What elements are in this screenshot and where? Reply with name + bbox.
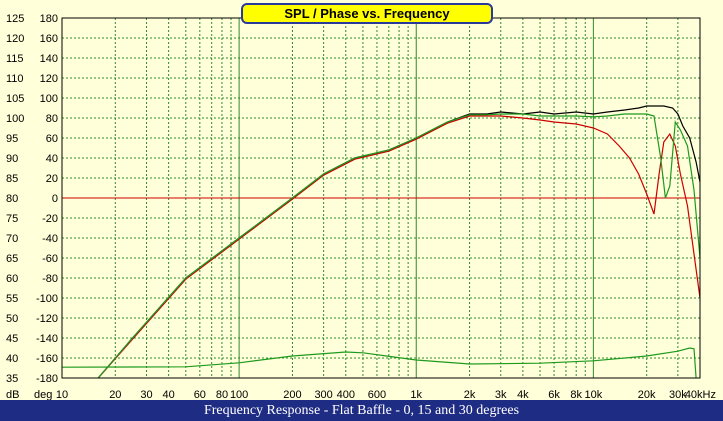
spl-phase-chart: 35 -180 40 -160 45 -140 50 -120 55 -100 60 -80 65 -60… (6, 13, 716, 400)
freq-tick-label: 100 (230, 389, 248, 400)
freq-tick-label: 200 (283, 389, 301, 400)
deg-tick-label: 80 (46, 113, 58, 125)
deg-tick-label: 180 (40, 13, 58, 25)
freq-tick-label: 30 (140, 389, 152, 400)
db-tick-label: 80 (6, 193, 18, 205)
deg-tick-label: -100 (36, 293, 58, 305)
freq-tick-label: 20 (109, 389, 121, 400)
freq-tick-label: 20k (638, 389, 656, 400)
deg-tick-label: 60 (46, 133, 58, 145)
db-unit-label: dB (6, 389, 19, 400)
db-tick-label: 95 (6, 133, 18, 145)
freq-tick-label: 300 (314, 389, 332, 400)
db-tick-label: 110 (6, 73, 24, 85)
deg-tick-label: -20 (42, 213, 58, 225)
series-line-3 (61, 347, 697, 379)
deg-tick-label: 120 (40, 73, 58, 85)
freq-tick-label: 8k (570, 389, 582, 400)
db-tick-label: 40 (6, 353, 18, 365)
deg-tick-label: -160 (36, 353, 58, 365)
freq-tick-label: 30k (669, 389, 687, 400)
deg-tick-label: 100 (40, 93, 58, 105)
db-tick-label: 100 (6, 113, 24, 125)
db-tick-label: 125 (6, 13, 24, 25)
deg-tick-label: -40 (42, 233, 58, 245)
freq-tick-label: 3k (495, 389, 507, 400)
axis-labels: 35 -180 40 -160 45 -140 50 -120 55 -100 60 -80 65 -60… (6, 13, 716, 400)
deg-tick-label: 20 (46, 173, 58, 185)
freq-tick-label: 2k (464, 389, 476, 400)
deg-tick-label: 40 (46, 153, 58, 165)
freq-tick-label: 6k (548, 389, 560, 400)
chart-title: SPL / Phase vs. Frequency (241, 3, 493, 24)
freq-tick-label: 60 (194, 389, 206, 400)
freq-tick-label: 10 (56, 389, 68, 400)
db-tick-label: 55 (6, 293, 18, 305)
db-tick-label: 60 (6, 273, 18, 285)
deg-tick-label: -180 (36, 373, 58, 385)
db-tick-label: 120 (6, 33, 24, 45)
db-tick-label: 105 (6, 93, 24, 105)
deg-tick-label: 0 (52, 193, 58, 205)
freq-tick-label: 4k (517, 389, 529, 400)
deg-tick-label: -60 (42, 253, 58, 265)
freq-tick-label: 40 (163, 389, 175, 400)
deg-tick-label: -80 (42, 273, 58, 285)
series-line-2 (97, 113, 701, 379)
freq-tick-label: 40kHz (685, 389, 716, 400)
db-tick-label: 50 (6, 313, 18, 325)
db-tick-label: 70 (6, 233, 18, 245)
deg-tick-label: -120 (36, 313, 58, 325)
deg-unit-label: deg (34, 389, 52, 400)
freq-tick-label: 1k (410, 389, 422, 400)
db-tick-label: 90 (6, 153, 18, 165)
deg-tick-label: 160 (40, 33, 58, 45)
freq-tick-label: 80 (216, 389, 228, 400)
db-tick-label: 45 (6, 333, 18, 345)
freq-tick-label: 400 (337, 389, 355, 400)
db-tick-label: 35 (6, 373, 18, 385)
db-tick-label: 85 (6, 173, 18, 185)
freq-tick-label: 600 (368, 389, 386, 400)
deg-tick-label: 140 (40, 53, 58, 65)
deg-tick-label: -140 (36, 333, 58, 345)
series-layer (61, 105, 701, 379)
freq-tick-label: 10k (584, 389, 602, 400)
chart-caption: Frequency Response - Flat Baffle - 0, 15… (0, 400, 723, 421)
db-tick-label: 75 (6, 213, 18, 225)
series-line-1 (97, 115, 701, 379)
db-tick-label: 65 (6, 253, 18, 265)
db-tick-label: 115 (6, 53, 24, 65)
